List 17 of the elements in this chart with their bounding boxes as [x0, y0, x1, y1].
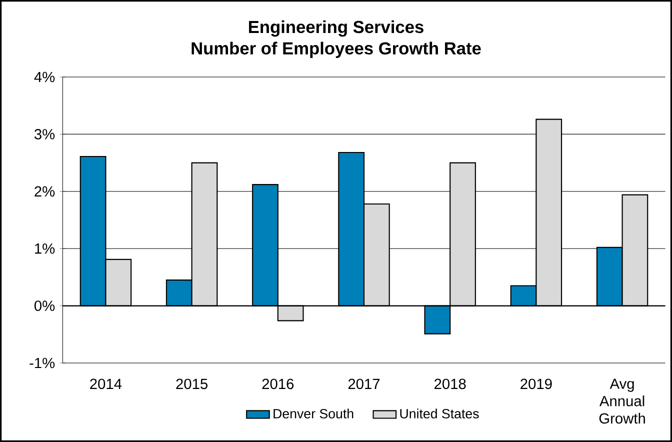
chart-title: Engineering Services — [249, 20, 424, 37]
y-tick-label: 0% — [34, 300, 55, 311]
y-tick-label: 1% — [35, 243, 55, 254]
x-tick-label: 2016 — [262, 378, 294, 390]
y-tick-label: 4% — [34, 72, 55, 82]
x-tick-label: 2015 — [176, 378, 208, 390]
y-tick-label: -1% — [30, 358, 55, 368]
y-tick-label: 2% — [34, 186, 55, 197]
x-tick-label: 2018 — [434, 378, 466, 390]
chart-subtitle: Number of Employees Growth Rate — [192, 42, 481, 58]
x-tick-label: 2019 — [520, 378, 552, 390]
x-tick-label: 2014 — [90, 378, 122, 390]
x-tick-label: 2017 — [348, 378, 380, 390]
x-tick-label: Avg Annual Growth — [599, 378, 645, 424]
y-tick-label: 3% — [34, 129, 55, 140]
legend-label: Denver South — [274, 408, 354, 418]
legend-label: United States — [400, 408, 479, 418]
